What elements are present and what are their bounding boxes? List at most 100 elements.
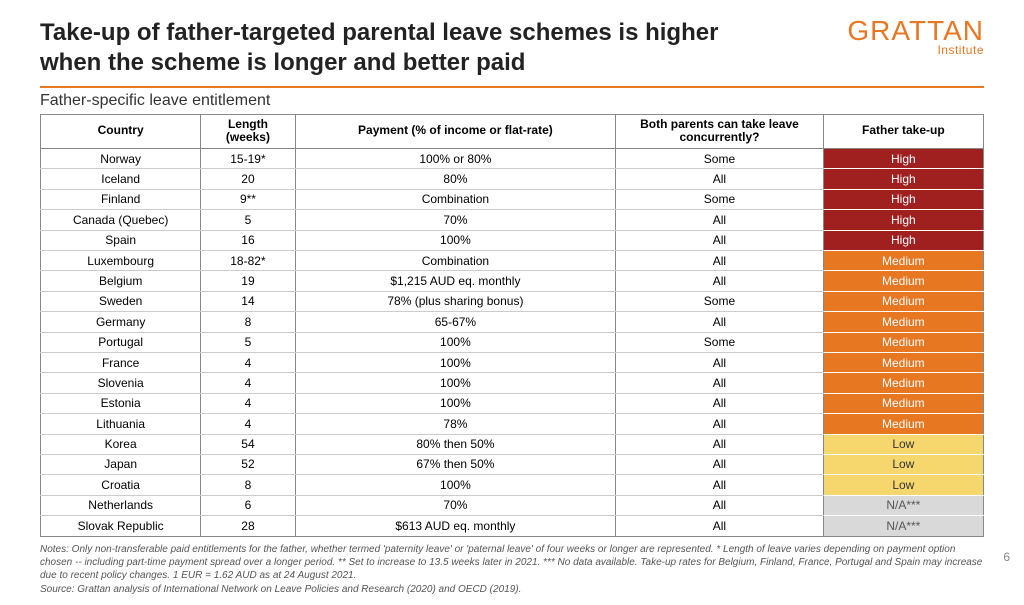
col-takeup: Father take-up: [823, 114, 983, 149]
cell-country: Germany: [41, 312, 201, 332]
cell-country: Iceland: [41, 169, 201, 189]
col-payment: Payment (% of income or flat-rate): [295, 114, 616, 149]
cell-takeup: Low: [823, 434, 983, 454]
slide-title: Take-up of father-targeted parental leav…: [40, 18, 760, 78]
table-row: Belgium19$1,215 AUD eq. monthlyAllMedium: [41, 271, 984, 291]
cell-takeup: Low: [823, 475, 983, 495]
table-row: Canada (Quebec)570%AllHigh: [41, 210, 984, 230]
logo-main: GRATTAN: [847, 15, 984, 46]
table-row: Finland9**CombinationSomeHigh: [41, 189, 984, 209]
cell-payment: 80%: [295, 169, 616, 189]
cell-concurrent: All: [616, 169, 823, 189]
subtitle: Father-specific leave entitlement: [40, 92, 984, 110]
cell-takeup: High: [823, 149, 983, 169]
cell-country: Finland: [41, 189, 201, 209]
table-row: Japan5267% then 50%AllLow: [41, 454, 984, 474]
table-row: Sweden1478% (plus sharing bonus)SomeMedi…: [41, 291, 984, 311]
cell-country: Netherlands: [41, 495, 201, 515]
cell-concurrent: All: [616, 271, 823, 291]
cell-length: 18-82*: [201, 251, 295, 271]
table-row: Portugal5100%SomeMedium: [41, 332, 984, 352]
table-row: France4100%AllMedium: [41, 353, 984, 373]
cell-payment: Combination: [295, 251, 616, 271]
cell-payment: Combination: [295, 189, 616, 209]
col-concurrent: Both parents can take leave concurrently…: [616, 114, 823, 149]
cell-takeup: High: [823, 169, 983, 189]
cell-country: France: [41, 353, 201, 373]
cell-length: 8: [201, 312, 295, 332]
cell-concurrent: All: [616, 230, 823, 250]
col-length: Length (weeks): [201, 114, 295, 149]
cell-concurrent: All: [616, 251, 823, 271]
table-row: Slovenia4100%AllMedium: [41, 373, 984, 393]
cell-payment: 80% then 50%: [295, 434, 616, 454]
cell-takeup: High: [823, 230, 983, 250]
cell-takeup: Low: [823, 454, 983, 474]
cell-payment: 100%: [295, 373, 616, 393]
cell-length: 4: [201, 414, 295, 434]
cell-length: 9**: [201, 189, 295, 209]
table-row: Luxembourg18-82*CombinationAllMedium: [41, 251, 984, 271]
page-number: 6: [1003, 550, 1010, 564]
cell-payment: 70%: [295, 495, 616, 515]
table-row: Korea5480% then 50%AllLow: [41, 434, 984, 454]
cell-length: 4: [201, 373, 295, 393]
cell-country: Estonia: [41, 393, 201, 413]
cell-takeup: Medium: [823, 271, 983, 291]
cell-concurrent: All: [616, 454, 823, 474]
cell-takeup: High: [823, 189, 983, 209]
orange-divider: [40, 86, 984, 88]
grattan-logo: GRATTAN Institute: [847, 18, 984, 56]
cell-concurrent: All: [616, 434, 823, 454]
table-header-row: Country Length (weeks) Payment (% of inc…: [41, 114, 984, 149]
cell-takeup: High: [823, 210, 983, 230]
cell-length: 5: [201, 332, 295, 352]
cell-concurrent: All: [616, 516, 823, 536]
cell-country: Sweden: [41, 291, 201, 311]
logo-sub: Institute: [847, 45, 984, 56]
table-row: Iceland2080%AllHigh: [41, 169, 984, 189]
table-row: Croatia8100%AllLow: [41, 475, 984, 495]
cell-payment: 100% or 80%: [295, 149, 616, 169]
table-row: Slovak Republic28$613 AUD eq. monthlyAll…: [41, 516, 984, 536]
cell-length: 19: [201, 271, 295, 291]
cell-length: 16: [201, 230, 295, 250]
cell-country: Spain: [41, 230, 201, 250]
cell-length: 4: [201, 393, 295, 413]
cell-concurrent: All: [616, 373, 823, 393]
cell-country: Japan: [41, 454, 201, 474]
cell-payment: 100%: [295, 475, 616, 495]
cell-payment: 78% (plus sharing bonus): [295, 291, 616, 311]
cell-concurrent: All: [616, 414, 823, 434]
cell-takeup: Medium: [823, 251, 983, 271]
col-country: Country: [41, 114, 201, 149]
cell-payment: 100%: [295, 393, 616, 413]
cell-length: 15-19*: [201, 149, 295, 169]
source-text: Source: Grattan analysis of Internationa…: [40, 584, 984, 595]
leave-table: Country Length (weeks) Payment (% of inc…: [40, 114, 984, 537]
cell-country: Korea: [41, 434, 201, 454]
cell-concurrent: All: [616, 210, 823, 230]
cell-takeup: Medium: [823, 312, 983, 332]
cell-country: Slovenia: [41, 373, 201, 393]
cell-length: 6: [201, 495, 295, 515]
cell-takeup: Medium: [823, 393, 983, 413]
cell-country: Croatia: [41, 475, 201, 495]
cell-concurrent: Some: [616, 332, 823, 352]
cell-concurrent: All: [616, 475, 823, 495]
cell-country: Norway: [41, 149, 201, 169]
cell-payment: 70%: [295, 210, 616, 230]
cell-length: 20: [201, 169, 295, 189]
cell-length: 4: [201, 353, 295, 373]
cell-payment: 65-67%: [295, 312, 616, 332]
table-row: Germany865-67%AllMedium: [41, 312, 984, 332]
cell-takeup: Medium: [823, 291, 983, 311]
cell-length: 52: [201, 454, 295, 474]
table-row: Netherlands670%AllN/A***: [41, 495, 984, 515]
cell-concurrent: All: [616, 495, 823, 515]
cell-takeup: N/A***: [823, 495, 983, 515]
cell-length: 5: [201, 210, 295, 230]
cell-country: Slovak Republic: [41, 516, 201, 536]
cell-country: Belgium: [41, 271, 201, 291]
cell-country: Lithuania: [41, 414, 201, 434]
